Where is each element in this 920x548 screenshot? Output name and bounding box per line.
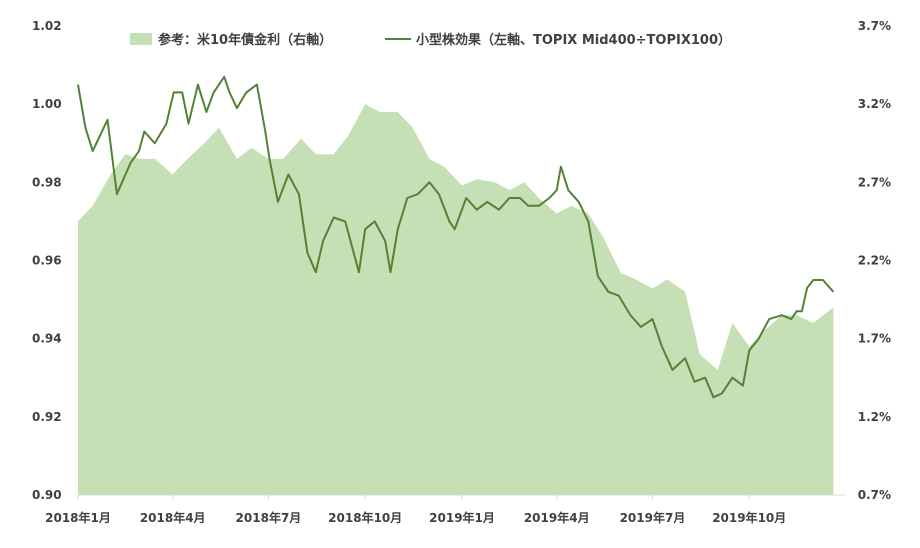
left-tick-label: 1.00 (32, 97, 62, 111)
left-tick-label: 0.96 (32, 254, 62, 268)
left-tick-label: 0.92 (32, 410, 62, 424)
x-tick-label: 2018年10月 (328, 510, 402, 525)
series-line-smallcap-effect (77, 75, 835, 399)
left-axis: 0.90 0.92 0.94 0.96 0.98 1.00 1.02 (32, 19, 62, 502)
legend-line-label: 小型株効果（左軸、TOPIX Mid400÷TOPIX100） (416, 32, 731, 48)
x-tick-label: 2019年10月 (712, 510, 786, 525)
legend-area-label: 参考：米10年債金利（右軸） (158, 32, 332, 48)
x-tick-label: 2019年7月 (620, 510, 686, 525)
x-axis: 2018年1月 2018年4月 2018年7月 2018年10月 2019年1月 2019… (45, 494, 845, 525)
x-tick-label: 2019年1月 (429, 510, 495, 525)
right-tick-label: 0.7% (858, 488, 891, 502)
x-tick-label: 2018年1月 (45, 510, 111, 525)
right-tick-label: 3.7% (858, 19, 891, 33)
x-tick-label: 2019年4月 (524, 510, 590, 525)
series-area-us10y (78, 104, 834, 495)
left-tick-label: 0.94 (32, 332, 62, 346)
plot-area (77, 75, 835, 495)
x-tick-label: 2018年7月 (236, 510, 302, 525)
left-tick-label: 0.90 (32, 488, 62, 502)
right-tick-label: 1.7% (858, 332, 891, 346)
right-tick-label: 2.2% (858, 254, 891, 268)
right-tick-label: 3.2% (858, 97, 891, 111)
legend: 参考：米10年債金利（右軸） 小型株効果（左軸、TOPIX Mid400÷TOP… (130, 32, 731, 48)
x-tick-label: 2018年4月 (140, 510, 206, 525)
left-tick-label: 0.98 (32, 175, 62, 189)
right-axis: 0.7% 1.2% 1.7% 2.2% 2.7% 3.2% 3.7% (858, 19, 891, 502)
right-tick-label: 1.2% (858, 410, 891, 424)
legend-area-swatch (130, 33, 152, 45)
left-tick-label: 1.02 (32, 19, 62, 33)
right-tick-label: 2.7% (858, 175, 891, 189)
